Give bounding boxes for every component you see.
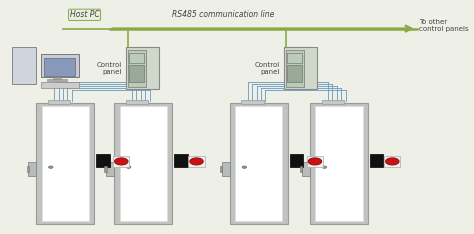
Bar	[241, 100, 264, 104]
Bar	[126, 47, 159, 89]
Circle shape	[115, 158, 128, 165]
Bar	[230, 103, 288, 224]
Bar	[28, 162, 36, 176]
Bar	[104, 166, 107, 172]
Bar	[235, 106, 283, 221]
Bar	[287, 65, 302, 82]
Bar	[128, 50, 146, 87]
Bar	[310, 103, 368, 224]
Bar	[53, 77, 61, 79]
Text: Control
panel: Control panel	[255, 62, 280, 75]
Text: Host PC: Host PC	[70, 10, 100, 19]
Circle shape	[242, 166, 246, 168]
Bar	[46, 79, 67, 81]
Bar	[106, 162, 114, 176]
Bar	[285, 50, 304, 87]
Bar	[114, 103, 172, 224]
Bar	[27, 166, 29, 172]
Text: To other
control panels: To other control panels	[419, 19, 469, 32]
Bar	[113, 156, 129, 167]
Bar	[129, 53, 144, 63]
Bar	[44, 58, 74, 76]
Bar	[290, 154, 303, 167]
Bar	[222, 162, 230, 176]
Bar	[36, 103, 94, 224]
Bar	[189, 156, 204, 167]
Circle shape	[127, 166, 131, 168]
Bar	[174, 154, 188, 167]
Bar	[284, 47, 317, 89]
Bar	[41, 54, 79, 77]
Text: Control
panel: Control panel	[97, 62, 122, 75]
Bar	[12, 47, 36, 84]
Bar	[129, 65, 144, 82]
Bar	[302, 162, 310, 176]
Bar	[42, 106, 89, 221]
Circle shape	[386, 158, 399, 165]
Bar	[96, 154, 109, 167]
Circle shape	[322, 166, 327, 168]
Bar	[321, 100, 344, 104]
Bar	[370, 154, 383, 167]
Bar	[307, 156, 323, 167]
Text: RS485 communication line: RS485 communication line	[172, 10, 274, 19]
Circle shape	[308, 158, 321, 165]
Bar	[384, 156, 401, 167]
Circle shape	[48, 166, 53, 168]
Circle shape	[190, 158, 203, 165]
Bar	[300, 166, 302, 172]
Bar	[220, 166, 222, 172]
Bar	[126, 100, 148, 104]
Bar	[287, 53, 302, 63]
Bar	[315, 106, 363, 221]
Bar	[41, 82, 79, 88]
Bar	[119, 106, 167, 221]
Bar	[48, 100, 70, 104]
